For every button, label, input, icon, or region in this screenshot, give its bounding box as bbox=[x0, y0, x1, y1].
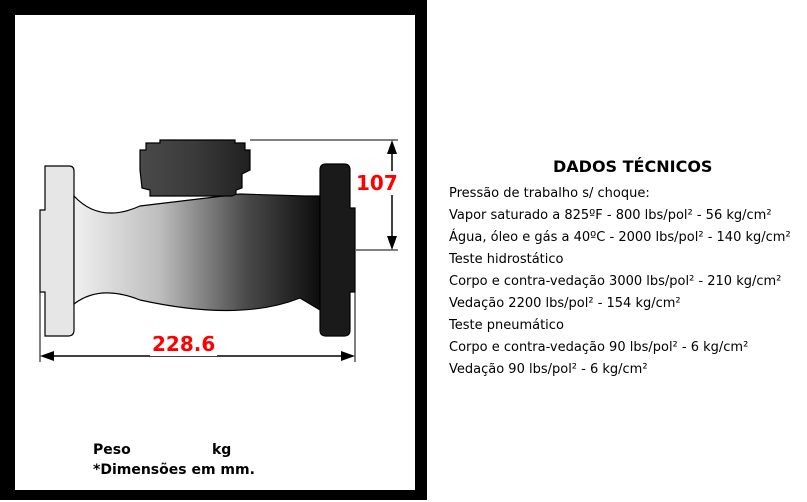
spec-line: Teste hidrostático bbox=[449, 252, 564, 267]
height-arrow-top bbox=[387, 140, 397, 154]
dimensions-note: *Dimensões em mm. bbox=[93, 462, 255, 478]
right-flange bbox=[319, 163, 356, 337]
spec-line: Teste pneumático bbox=[449, 318, 564, 333]
spec-line: Corpo e contra-vedação 3000 lbs/pol² - 2… bbox=[449, 274, 782, 289]
spec-line: Corpo e contra-vedação 90 lbs/pol² - 6 k… bbox=[449, 340, 749, 355]
spec-line: Pressão de trabalho s/ choque: bbox=[449, 186, 650, 201]
valve-bonnet bbox=[139, 139, 251, 197]
length-dimension-label: 228.6 bbox=[150, 332, 218, 356]
spec-line: Vapor saturado a 825ºF - 800 lbs/pol² - … bbox=[449, 208, 772, 223]
height-dimension-label: 107 bbox=[356, 171, 398, 195]
technical-data: DADOS TÉCNICOS Pressão de trabalho s/ ch… bbox=[449, 157, 791, 381]
weight-unit: kg bbox=[212, 442, 232, 458]
spec-line: Vedação 2200 lbs/pol² - 154 kg/cm² bbox=[449, 296, 681, 311]
spec-line: Vedação 90 lbs/pol² - 6 kg/cm² bbox=[449, 362, 648, 377]
height-arrow-bottom bbox=[387, 236, 397, 250]
spec-line: Água, óleo e gás a 40ºC - 2000 lbs/pol² … bbox=[449, 230, 791, 245]
length-arrow-left bbox=[40, 351, 54, 361]
weight-label: Peso bbox=[93, 442, 131, 458]
valve-drawing bbox=[39, 139, 398, 362]
left-flange bbox=[39, 165, 75, 337]
technical-data-title: DADOS TÉCNICOS bbox=[553, 157, 713, 176]
length-arrow-right bbox=[341, 351, 355, 361]
valve-body bbox=[73, 193, 321, 312]
